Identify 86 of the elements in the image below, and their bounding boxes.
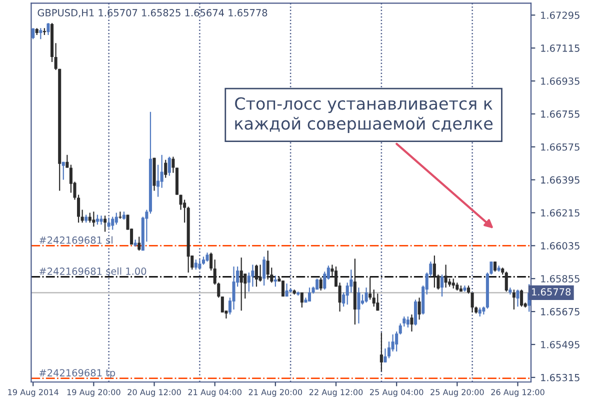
candlestick <box>364 287 368 304</box>
candlestick <box>156 164 160 198</box>
x-tick-label: 25 Aug 04:00 <box>370 389 424 397</box>
candlestick <box>414 299 418 326</box>
y-tick-label: 1.66215 <box>541 209 580 217</box>
y-tick-label: 1.65495 <box>541 340 580 348</box>
candlestick <box>100 215 103 226</box>
candlestick <box>88 212 92 224</box>
ref-line-label: #242169681 sl <box>39 236 112 244</box>
candlestick <box>516 289 520 308</box>
candlestick <box>368 276 372 300</box>
candlestick <box>114 212 118 226</box>
x-tick-label: 22 Aug 12:00 <box>309 389 363 397</box>
y-tick-label: 1.67115 <box>541 44 580 52</box>
candlestick <box>274 275 277 288</box>
x-tick-label: 20 Aug 12:00 <box>128 389 181 397</box>
candlestick <box>80 209 84 224</box>
candlestick <box>164 159 168 178</box>
candlestick <box>418 297 421 320</box>
candlestick <box>357 287 360 324</box>
candlestick <box>372 289 376 308</box>
x-tick-label: 21 Aug 20:00 <box>248 389 302 397</box>
candlestick <box>220 296 224 314</box>
candlestick <box>504 271 508 292</box>
y-tick-label: 1.67295 <box>541 12 580 19</box>
candlestick <box>62 161 65 180</box>
candlestick <box>168 156 171 176</box>
y-tick-label: 1.65855 <box>541 275 580 282</box>
candlestick <box>210 252 213 272</box>
ref-line-label: #242169681 tp <box>39 369 116 378</box>
candlestick <box>32 28 35 40</box>
candlestick <box>376 293 380 312</box>
candlestick <box>281 280 285 298</box>
ref-line-label: 1.65778 <box>532 288 571 296</box>
candlestick <box>452 278 455 290</box>
candlestick <box>520 289 524 308</box>
x-tick-label: 25 Aug 20:00 <box>430 389 484 397</box>
x-tick-label: 19 Aug 2014 <box>8 389 58 397</box>
candlestick <box>323 271 326 290</box>
candlestick <box>39 28 42 40</box>
candlestick <box>494 261 497 272</box>
candlestick <box>432 254 436 288</box>
candlestick <box>194 259 198 270</box>
candlestick <box>262 256 266 286</box>
x-tick-label: 21 Aug 04:00 <box>188 389 242 397</box>
candlestick <box>285 282 288 298</box>
text: GBPUSD,H1 1.65707 1.65825 1.65674 1.65778 <box>38 9 268 18</box>
candlestick <box>172 156 175 174</box>
candlestick <box>300 292 304 308</box>
candlestick <box>92 211 96 228</box>
candlestick <box>406 316 410 328</box>
candlestick <box>240 257 243 312</box>
annotation: Стоп-лосс устанавливается к каждой совершаемой сделке <box>235 97 493 133</box>
y-tick-label: 1.65675 <box>541 308 580 316</box>
candlestick <box>183 199 186 224</box>
candlestick <box>138 236 141 252</box>
y-tick-label: 1.66035 <box>541 242 580 250</box>
candlestick <box>107 217 110 228</box>
candlestick <box>111 216 114 230</box>
x-tick-label: 26 Aug 12:00 <box>491 389 544 397</box>
y-tick-label: 1.65315 <box>541 374 580 382</box>
candlestick <box>251 264 254 288</box>
candlestick <box>232 266 236 310</box>
candlestick <box>319 276 322 292</box>
y-tick-label: 1.66755 <box>541 110 580 118</box>
candlestick <box>384 348 387 363</box>
candlestick <box>380 332 383 372</box>
candlestick <box>258 264 262 282</box>
candlestick <box>410 314 414 332</box>
candlestick <box>395 330 398 352</box>
y-tick-label: 1.66575 <box>541 143 580 151</box>
candlestick <box>254 264 258 288</box>
candlestick <box>440 274 444 298</box>
candlestick <box>308 287 312 302</box>
ref-line-label: #242169681 sell 1.00 <box>39 267 146 275</box>
candlestick <box>512 289 516 310</box>
y-tick-label: 1.66935 <box>541 77 580 85</box>
candlestick <box>198 259 202 270</box>
candlestick <box>46 22 50 36</box>
x-tick-label: 19 Aug 20:00 <box>67 389 120 397</box>
candlestick <box>160 154 164 188</box>
y-tick-label: 1.66395 <box>541 176 580 184</box>
candlestick <box>444 264 448 288</box>
candlestick <box>66 154 69 168</box>
candlestick <box>266 250 270 280</box>
candlestick <box>470 292 474 314</box>
